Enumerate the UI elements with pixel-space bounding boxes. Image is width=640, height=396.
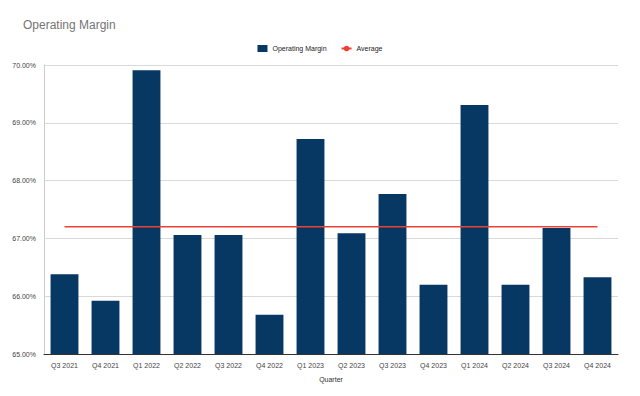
svg-text:Q2 2023: Q2 2023 — [338, 362, 365, 370]
svg-text:67.00%: 67.00% — [12, 235, 36, 242]
svg-text:Operating Margin: Operating Margin — [272, 45, 326, 53]
svg-text:Operating Margin: Operating Margin — [23, 18, 116, 32]
svg-text:69.00%: 69.00% — [12, 119, 36, 126]
svg-text:Q4 2023: Q4 2023 — [420, 362, 447, 370]
svg-text:Q3 2023: Q3 2023 — [379, 362, 406, 370]
svg-text:Q1 2022: Q1 2022 — [133, 362, 160, 370]
svg-text:Q3 2024: Q3 2024 — [543, 362, 570, 370]
svg-text:65.00%: 65.00% — [12, 351, 36, 358]
svg-text:Q2 2022: Q2 2022 — [174, 362, 201, 370]
svg-text:Average: Average — [357, 45, 383, 53]
svg-text:Q2 2024: Q2 2024 — [502, 362, 529, 370]
svg-text:Q1 2024: Q1 2024 — [461, 362, 488, 370]
svg-text:Q3 2021: Q3 2021 — [51, 362, 78, 370]
svg-text:Q4 2024: Q4 2024 — [584, 362, 611, 370]
svg-text:70.00%: 70.00% — [12, 62, 36, 69]
svg-text:Q3 2022: Q3 2022 — [215, 362, 242, 370]
svg-text:Q1 2023: Q1 2023 — [297, 362, 324, 370]
svg-text:Q4 2021: Q4 2021 — [92, 362, 119, 370]
svg-text:68.00%: 68.00% — [12, 177, 36, 184]
svg-text:Q4 2022: Q4 2022 — [256, 362, 283, 370]
svg-text:66.00%: 66.00% — [12, 293, 36, 300]
svg-text:Quarter: Quarter — [319, 376, 343, 384]
